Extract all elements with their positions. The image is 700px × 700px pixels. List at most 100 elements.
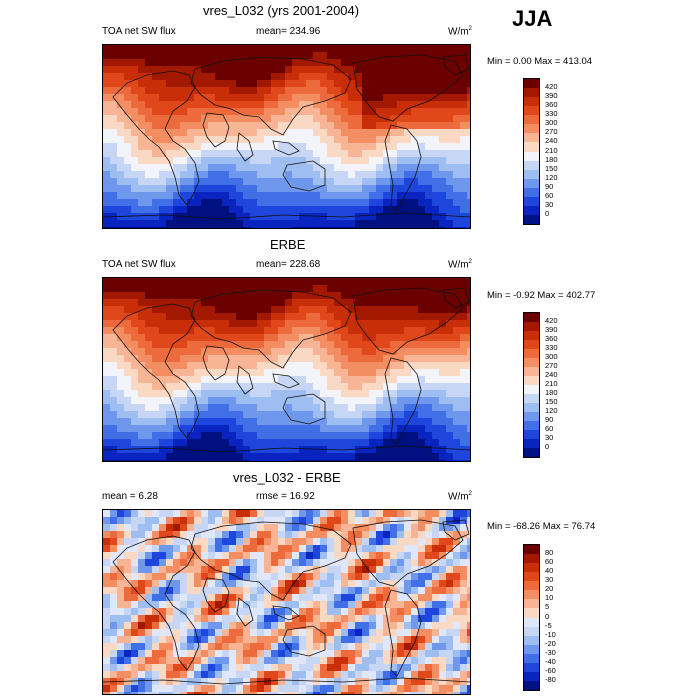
coastline <box>442 519 470 541</box>
colorbar-tick-label: 330 <box>545 343 558 352</box>
panel-2-min-max: Min = -0.92 Max = 402.77 <box>487 290 596 301</box>
coastline <box>190 521 352 601</box>
coastline <box>202 112 230 148</box>
panel-3-title: vres_L032 - ERBE <box>233 470 341 485</box>
colorbar-swatch <box>524 394 539 403</box>
colorbar-swatch <box>524 385 539 394</box>
colorbar-swatch <box>524 124 539 134</box>
coastline <box>272 373 300 389</box>
panel-2-units-label: W/m2 <box>448 259 472 271</box>
colorbar-tick-label: -20 <box>545 638 556 648</box>
coastline <box>352 519 464 587</box>
panel-2-variable-label: TOA net SW flux <box>102 259 176 270</box>
colorbar-swatch <box>524 358 539 367</box>
panel-1-map <box>102 44 471 229</box>
panel-1-colorbar <box>523 78 540 225</box>
colorbar-tick-label: 30 <box>545 433 554 442</box>
colorbar-tick-label: 60 <box>545 190 554 200</box>
coastline <box>442 54 470 76</box>
colorbar-swatch <box>524 626 539 636</box>
colorbar-tick-label: 10 <box>545 593 554 603</box>
coastline <box>112 303 200 439</box>
colorbar-tick-label: 330 <box>545 109 558 119</box>
colorbar-tick-label: 30 <box>545 575 554 585</box>
colorbar-swatch <box>524 340 539 349</box>
colorbar-tick-label: 270 <box>545 361 558 370</box>
coastline <box>352 54 464 122</box>
colorbar-tick-label: 360 <box>545 334 558 343</box>
colorbar-tick-label: 120 <box>545 406 558 415</box>
colorbar-swatch <box>524 671 539 681</box>
colorbar-tick-label: 0 <box>545 208 550 218</box>
panel-3-colorbar <box>523 544 540 691</box>
colorbar-swatch <box>524 79 539 89</box>
colorbar-swatch <box>524 554 539 564</box>
coastline <box>236 365 254 395</box>
coastline <box>103 677 470 685</box>
colorbar-tick-label: 390 <box>545 91 558 101</box>
colorbar-swatch <box>524 563 539 573</box>
colorbar-swatch <box>524 367 539 376</box>
colorbar-tick-label: 150 <box>545 163 558 173</box>
colorbar-swatch <box>524 421 539 430</box>
panel-3-mean-label: mean = 6.28 <box>102 491 158 502</box>
colorbar-swatch <box>524 349 539 358</box>
colorbar-tick-label: 360 <box>545 100 558 110</box>
colorbar-swatch <box>524 106 539 116</box>
colorbar-tick-label: -30 <box>545 647 556 657</box>
coastline <box>112 70 200 206</box>
colorbar-swatch <box>524 662 539 672</box>
coastline <box>236 597 254 627</box>
colorbar-tick-label: 300 <box>545 118 558 128</box>
colorbar-tick-label: 150 <box>545 397 558 406</box>
coastline <box>352 287 464 355</box>
coastline <box>190 56 352 136</box>
colorbar-swatch <box>524 169 539 179</box>
colorbar-tick-label: -5 <box>545 620 552 630</box>
panel-1-title: vres_L032 (yrs 2001-2004) <box>203 3 360 18</box>
colorbar-tick-label: 120 <box>545 172 558 182</box>
panel-2-map-field <box>103 278 470 461</box>
colorbar-swatch <box>524 313 539 322</box>
colorbar-tick-label: 80 <box>545 548 554 558</box>
panel-2-map <box>102 277 471 462</box>
coastline <box>384 124 422 212</box>
colorbar-tick-label: 5 <box>545 602 550 612</box>
panel-3-map <box>102 509 471 695</box>
panel-1-map-field <box>103 45 470 228</box>
colorbar-swatch <box>524 97 539 107</box>
colorbar-swatch <box>524 403 539 412</box>
colorbar-swatch <box>524 617 539 627</box>
colorbar-swatch <box>524 187 539 197</box>
colorbar-swatch <box>524 608 539 618</box>
colorbar-tick-label: 40 <box>545 566 554 576</box>
colorbar-swatch <box>524 196 539 206</box>
colorbar-tick-label: -40 <box>545 656 556 666</box>
colorbar-tick-label: 390 <box>545 325 558 334</box>
coastline <box>384 357 422 445</box>
colorbar-tick-label: 30 <box>545 199 554 209</box>
panel-3-units-label: W/m2 <box>448 491 472 503</box>
coastline <box>272 140 300 156</box>
colorbar-swatch <box>524 142 539 152</box>
panel-1-min-max: Min = 0.00 Max = 413.04 <box>487 56 593 67</box>
colorbar-swatch <box>524 160 539 170</box>
colorbar-swatch <box>524 412 539 421</box>
colorbar-tick-label: 0 <box>545 611 550 621</box>
panel-1-mean-label: mean= 234.96 <box>256 26 321 37</box>
panel-2-title: ERBE <box>270 237 306 252</box>
colorbar-swatch <box>524 214 539 224</box>
colorbar-swatch <box>524 572 539 582</box>
colorbar-tick-label: 210 <box>545 379 558 388</box>
colorbar-tick-label: 420 <box>545 82 558 92</box>
coastline <box>112 535 200 671</box>
colorbar-tick-label: 0 <box>545 442 550 451</box>
colorbar-tick-label: 210 <box>545 145 558 155</box>
colorbar-tick-label: 180 <box>545 154 558 164</box>
panel-3-map-field <box>103 510 470 694</box>
colorbar-swatch <box>524 178 539 188</box>
colorbar-swatch <box>524 331 539 340</box>
colorbar-tick-label: -60 <box>545 665 556 675</box>
colorbar-swatch <box>524 88 539 98</box>
colorbar-swatch <box>524 133 539 143</box>
